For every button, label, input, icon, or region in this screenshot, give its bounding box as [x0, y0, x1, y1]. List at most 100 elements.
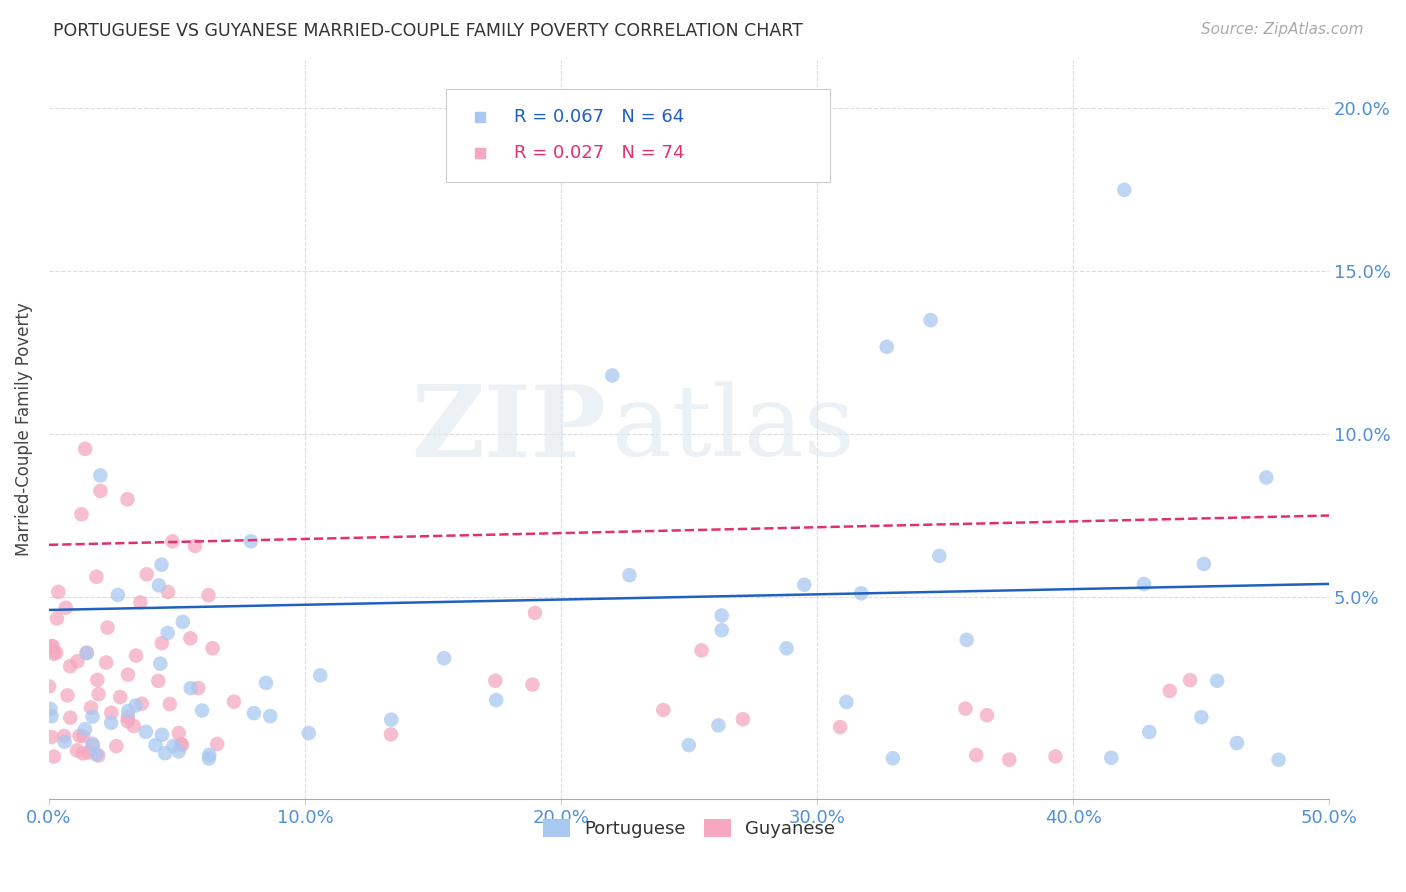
Point: [89, 468, 111, 483]
Point: [149, 657, 172, 671]
Point: [380, 713, 402, 727]
Point: [75, 442, 97, 456]
Point: [433, 651, 456, 665]
Point: [86, 673, 108, 687]
Point: [793, 578, 815, 592]
Point: [170, 738, 193, 752]
Point: [117, 714, 139, 729]
Point: [851, 586, 873, 600]
Point: [59, 711, 82, 725]
Point: [135, 724, 157, 739]
FancyBboxPatch shape: [446, 89, 830, 182]
Point: [87, 687, 110, 701]
Point: [162, 739, 184, 753]
Point: [76, 646, 98, 660]
Y-axis label: Married-Couple Family Poverty: Married-Couple Family Poverty: [15, 302, 32, 556]
Point: [145, 738, 167, 752]
Point: [484, 673, 506, 688]
Point: [522, 677, 544, 691]
Point: [710, 608, 733, 623]
Point: [172, 615, 194, 629]
Point: [707, 718, 730, 732]
Point: [150, 728, 173, 742]
Text: PORTUGUESE VS GUYANESE MARRIED-COUPLE FAMILY POVERTY CORRELATION CHART: PORTUGUESE VS GUYANESE MARRIED-COUPLE FA…: [53, 22, 803, 40]
Point: [710, 623, 733, 637]
Point: [82, 709, 104, 723]
Point: [53, 729, 76, 743]
Point: [150, 636, 173, 650]
Point: [153, 746, 176, 760]
Point: [117, 667, 139, 681]
Point: [1267, 753, 1289, 767]
Point: [53, 735, 76, 749]
Point: [77, 746, 100, 760]
Point: [184, 539, 207, 553]
Point: [652, 703, 675, 717]
Point: [485, 693, 508, 707]
Point: [89, 483, 111, 498]
Point: [243, 706, 266, 720]
Text: ZIP: ZIP: [411, 381, 606, 478]
Point: [48, 585, 70, 599]
Point: [523, 606, 546, 620]
Point: [928, 549, 950, 563]
Point: [42, 647, 65, 661]
Point: [129, 595, 152, 609]
Point: [1189, 710, 1212, 724]
Point: [1137, 725, 1160, 739]
Point: [1099, 751, 1122, 765]
Point: [59, 659, 82, 673]
Point: [148, 578, 170, 592]
Point: [70, 508, 93, 522]
Point: [678, 738, 700, 752]
Point: [170, 737, 193, 751]
Point: [131, 697, 153, 711]
Point: [998, 753, 1021, 767]
Point: [920, 313, 942, 327]
Legend: Portuguese, Guyanese: Portuguese, Guyanese: [536, 812, 842, 846]
Point: [100, 706, 122, 720]
Point: [122, 719, 145, 733]
Text: Source: ZipAtlas.com: Source: ZipAtlas.com: [1201, 22, 1364, 37]
Point: [56, 689, 79, 703]
Point: [96, 621, 118, 635]
Point: [976, 708, 998, 723]
Point: [830, 720, 852, 734]
Point: [108, 690, 131, 704]
Point: [105, 739, 128, 753]
Point: [254, 676, 277, 690]
Point: [148, 673, 170, 688]
Text: R = 0.067   N = 64: R = 0.067 N = 64: [513, 108, 683, 126]
Point: [69, 729, 91, 743]
Point: [42, 749, 65, 764]
Point: [162, 534, 184, 549]
Point: [201, 641, 224, 656]
Point: [100, 715, 122, 730]
Point: [380, 727, 402, 741]
Point: [72, 747, 94, 761]
Point: [76, 646, 98, 660]
Point: [1045, 749, 1067, 764]
Point: [157, 585, 180, 599]
Point: [1133, 577, 1156, 591]
Point: [619, 568, 641, 582]
Point: [187, 681, 209, 695]
Point: [41, 639, 63, 653]
Point: [197, 588, 219, 602]
Point: [205, 737, 228, 751]
Point: [66, 743, 89, 757]
Point: [94, 656, 117, 670]
Point: [259, 709, 281, 723]
Point: [731, 712, 754, 726]
Point: [124, 698, 146, 713]
Point: [66, 654, 89, 668]
Point: [135, 567, 157, 582]
Point: [75, 723, 97, 737]
Point: [117, 704, 139, 718]
Point: [86, 747, 108, 762]
Point: [1159, 684, 1181, 698]
Point: [86, 570, 108, 584]
Text: atlas: atlas: [612, 381, 855, 477]
Point: [309, 668, 332, 682]
Point: [167, 744, 190, 758]
